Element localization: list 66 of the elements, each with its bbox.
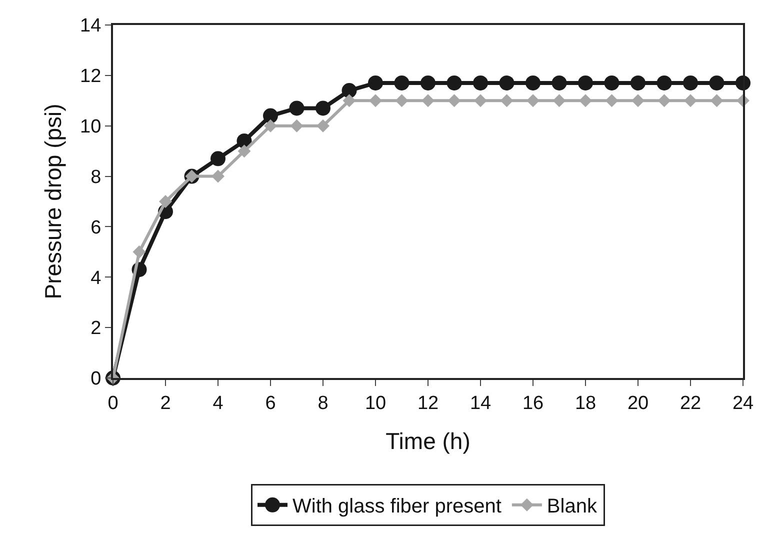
point [290,119,304,132]
point [579,94,592,108]
y-tick-label: 8 [90,166,102,188]
x-tick-label: 20 [627,392,649,414]
point [289,100,304,116]
x-tick-label: 12 [417,392,439,414]
y-tick-label: 4 [90,268,102,289]
point [683,75,698,90]
point [710,94,724,108]
point [264,119,277,132]
point [709,75,724,90]
point [684,94,697,108]
x-tick-label: 6 [265,392,276,414]
point [656,75,672,90]
x-tick-label: 0 [108,392,118,414]
point [263,108,278,124]
y-tick-label: 0 [90,368,102,390]
point [448,94,461,108]
legend-label: With glass fiber present [292,496,502,518]
point [473,75,488,90]
point [526,75,540,90]
point [499,75,514,90]
point [316,119,330,132]
x-tick-label: 4 [212,392,224,414]
point [132,245,146,258]
x-tick-label: 14 [470,392,492,414]
x-tick-label: 22 [680,392,702,414]
point [474,94,487,108]
point [369,94,382,108]
point [630,75,646,90]
legend-label: Blank [546,496,598,518]
y-tick-label: 10 [80,116,102,138]
point [552,94,566,108]
point [368,75,383,90]
x-tick-label: 16 [522,392,544,414]
point [316,100,330,116]
x-tick-label: 10 [364,392,386,414]
point [578,75,593,90]
point [159,195,172,208]
point [212,170,224,183]
point [605,94,618,108]
point [238,144,251,158]
point [500,94,514,108]
x-tick-label: 2 [160,392,171,414]
point [632,94,644,108]
y-tick-label: 6 [90,217,102,238]
y-tick-label: 12 [80,66,102,88]
point [420,75,436,90]
y-axis-title: Pressure drop (psi) [40,104,66,300]
y-tick-label: 2 [90,318,102,340]
point [446,75,462,90]
point [552,75,567,90]
point [604,75,620,90]
point [395,94,408,108]
point [210,151,226,166]
point [658,94,671,108]
point [422,94,434,108]
x-tick-label: 18 [574,392,596,414]
x-axis-title: Time (h) [386,428,470,454]
x-tick-label: 24 [732,392,754,414]
point [342,94,356,108]
point [394,75,410,90]
x-tick-label: 8 [318,392,328,414]
y-tick-label: 14 [80,16,102,37]
point [342,83,357,98]
point [526,94,540,108]
